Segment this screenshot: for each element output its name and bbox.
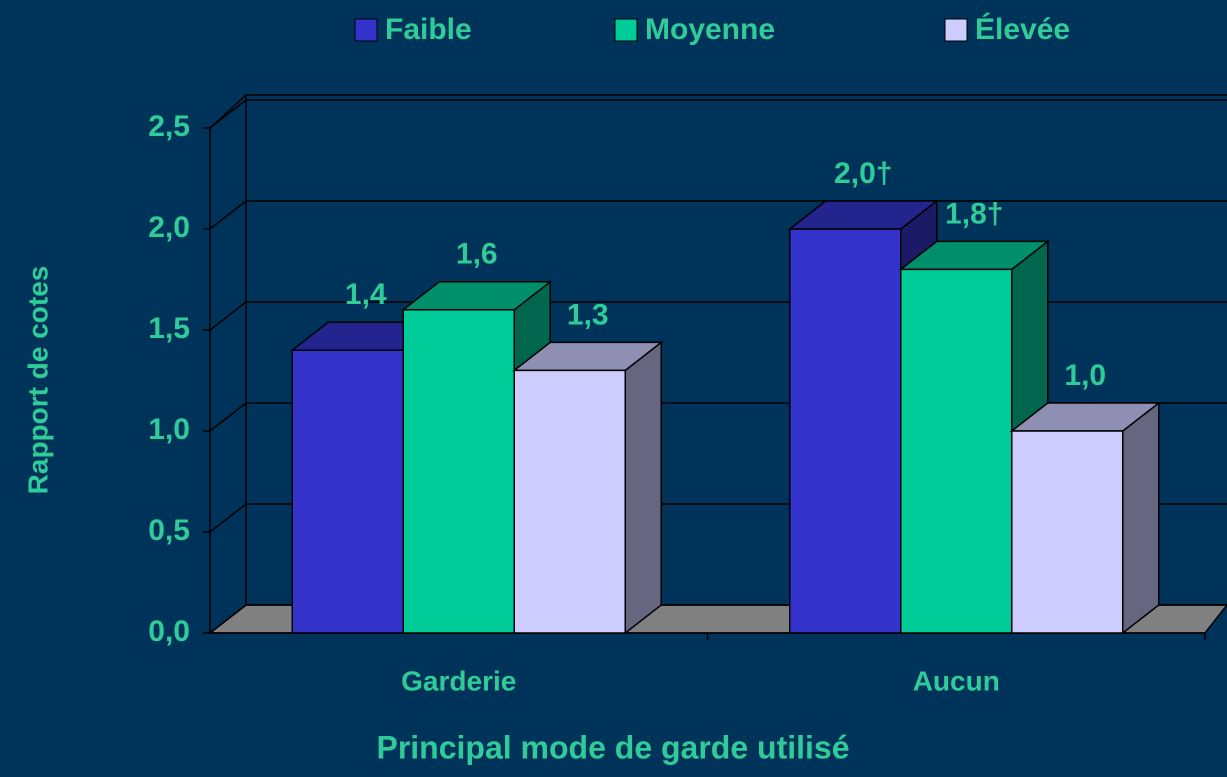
data-label: 1,8† <box>945 197 1003 230</box>
x-tick-label: Aucun <box>913 665 1000 696</box>
bar <box>402 309 515 634</box>
side-grid-line <box>209 200 247 230</box>
bar-side <box>1122 401 1160 635</box>
side-grid-line <box>209 503 247 533</box>
bar <box>513 369 626 634</box>
y-axis-label: Rapport de cotes <box>22 266 53 495</box>
data-label: 1,3 <box>567 298 609 331</box>
legend-swatch <box>944 18 968 42</box>
data-label: 2,0† <box>834 157 892 190</box>
side-grid-line <box>209 301 247 331</box>
bar <box>1011 430 1124 634</box>
y-tick-label: 2,0 <box>148 211 190 244</box>
legend-swatch <box>354 18 378 42</box>
data-label: 1,4 <box>345 278 387 311</box>
y-tick-label: 1,0 <box>148 413 190 446</box>
bar-side <box>624 340 662 635</box>
y-tick-label: 0,5 <box>148 514 190 547</box>
y-tick-label: 2,5 <box>148 110 190 143</box>
side-grid-line <box>209 402 247 432</box>
side-grid-line <box>209 604 247 634</box>
x-tick-label: Garderie <box>401 665 516 696</box>
bar <box>291 349 404 634</box>
legend-label: Faible <box>385 13 472 46</box>
bar <box>900 268 1013 634</box>
data-label: 1,6 <box>456 238 498 271</box>
legend-label: Moyenne <box>645 13 775 46</box>
bar <box>789 228 902 634</box>
y-tick-label: 0,0 <box>148 615 190 648</box>
legend-label: Élevée <box>975 12 1070 46</box>
legend-swatch <box>614 18 638 42</box>
x-axis-label: Principal mode de garde utilisé <box>376 729 849 765</box>
y-tick-label: 1,5 <box>148 312 190 345</box>
data-label: 1,0 <box>1064 359 1106 392</box>
side-grid-line <box>209 99 247 129</box>
